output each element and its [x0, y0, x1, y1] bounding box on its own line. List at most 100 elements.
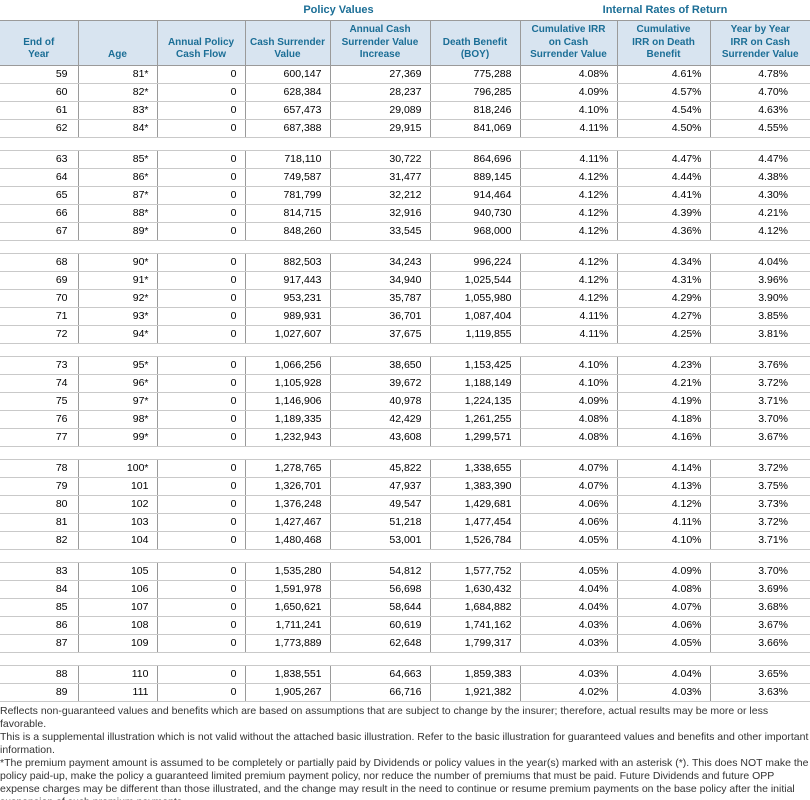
- table-row: 73 95* 0 1,066,256 38,650 1,153,425 4.10% 4.23%…: [0, 356, 810, 375]
- cell-annual-policy-cash-flow: 0: [156, 222, 245, 241]
- cell-cumulative-irr-death-benefit: 4.09%: [616, 562, 710, 581]
- group-separator-cell: [0, 549, 810, 563]
- cell-cash-surrender-value: 628,384: [244, 83, 330, 102]
- cell-age: 86*: [77, 168, 157, 187]
- cell-cumulative-irr-death-benefit: 4.34%: [616, 253, 710, 272]
- cell-cumulative-irr-csv: 4.07%: [519, 459, 617, 478]
- col-header-death-benefit-boy: Death Benefit (BOY): [429, 20, 520, 66]
- table-row: 86 108 0 1,711,241 60,619 1,741,162 4.03% 4.06%…: [0, 616, 810, 635]
- cell-year-by-year-irr-csv: 3.85%: [709, 307, 810, 326]
- cell-annual-csv-increase: 66,716: [329, 683, 430, 702]
- cell-cumulative-irr-death-benefit: 4.11%: [616, 513, 710, 532]
- cell-annual-policy-cash-flow: 0: [156, 562, 245, 581]
- cell-annual-csv-increase: 60,619: [329, 616, 430, 635]
- cell-year-by-year-irr-csv: 4.21%: [709, 204, 810, 223]
- cell-death-benefit-boy: 841,069: [429, 119, 520, 138]
- cell-cumulative-irr-csv: 4.10%: [519, 374, 617, 393]
- table-row: 78 100* 0 1,278,765 45,822 1,338,655 4.07% 4.14…: [0, 459, 810, 478]
- table-group-titles: Policy Values Internal Rates of Return: [0, 0, 810, 20]
- cell-annual-csv-increase: 37,675: [329, 325, 430, 344]
- cell-cumulative-irr-death-benefit: 4.50%: [616, 119, 710, 138]
- cell-cumulative-irr-csv: 4.11%: [519, 119, 617, 138]
- cell-annual-policy-cash-flow: 0: [156, 325, 245, 344]
- cell-cash-surrender-value: 1,650,621: [244, 598, 330, 617]
- cell-age: 82*: [77, 83, 157, 102]
- cell-cumulative-irr-death-benefit: 4.14%: [616, 459, 710, 478]
- cell-end-of-year: 80: [0, 495, 78, 514]
- cell-age: 101: [77, 477, 157, 496]
- cell-cash-surrender-value: 989,931: [244, 307, 330, 326]
- cell-annual-policy-cash-flow: 0: [156, 119, 245, 138]
- cell-annual-csv-increase: 42,429: [329, 410, 430, 429]
- cell-cash-surrender-value: 781,799: [244, 186, 330, 205]
- cell-end-of-year: 65: [0, 186, 78, 205]
- cell-death-benefit-boy: 1,577,752: [429, 562, 520, 581]
- cell-cumulative-irr-death-benefit: 4.41%: [616, 186, 710, 205]
- table-row: 60 82* 0 628,384 28,237 796,285 4.09% 4.57% 4.70…: [0, 83, 810, 102]
- cell-cumulative-irr-csv: 4.03%: [519, 634, 617, 653]
- cell-annual-policy-cash-flow: 0: [156, 83, 245, 102]
- cell-cumulative-irr-csv: 4.12%: [519, 204, 617, 223]
- cell-age: 110: [77, 665, 157, 684]
- cell-cash-surrender-value: 718,110: [244, 150, 330, 169]
- policy-values-table: End of Year Age Annual Policy Cash Flow …: [0, 20, 810, 702]
- table-row: 63 85* 0 718,110 30,722 864,696 4.11% 4.47% 4.47…: [0, 150, 810, 169]
- cell-annual-csv-increase: 43,608: [329, 428, 430, 447]
- cell-annual-csv-increase: 58,644: [329, 598, 430, 617]
- cell-year-by-year-irr-csv: 4.78%: [709, 65, 810, 84]
- cell-death-benefit-boy: 1,526,784: [429, 531, 520, 550]
- cell-cumulative-irr-death-benefit: 4.21%: [616, 374, 710, 393]
- cell-year-by-year-irr-csv: 3.72%: [709, 513, 810, 532]
- cell-death-benefit-boy: 1,630,432: [429, 580, 520, 599]
- cell-cumulative-irr-csv: 4.09%: [519, 83, 617, 102]
- cell-cumulative-irr-death-benefit: 4.57%: [616, 83, 710, 102]
- internal-rates-of-return-title: Internal Rates of Return: [602, 4, 728, 16]
- cell-cumulative-irr-csv: 4.02%: [519, 683, 617, 702]
- cell-cumulative-irr-csv: 4.12%: [519, 289, 617, 308]
- cell-annual-policy-cash-flow: 0: [156, 101, 245, 120]
- cell-year-by-year-irr-csv: 3.72%: [709, 459, 810, 478]
- cell-end-of-year: 81: [0, 513, 78, 532]
- cell-end-of-year: 73: [0, 356, 78, 375]
- cell-year-by-year-irr-csv: 4.63%: [709, 101, 810, 120]
- cell-end-of-year: 61: [0, 101, 78, 120]
- cell-cumulative-irr-csv: 4.12%: [519, 222, 617, 241]
- cell-cumulative-irr-death-benefit: 4.25%: [616, 325, 710, 344]
- cell-end-of-year: 66: [0, 204, 78, 223]
- cell-cumulative-irr-death-benefit: 4.61%: [616, 65, 710, 84]
- cell-annual-csv-increase: 39,672: [329, 374, 430, 393]
- group-separator-row: [0, 446, 810, 460]
- cell-cash-surrender-value: 882,503: [244, 253, 330, 272]
- footnote-supplemental: This is a supplemental illustration whic…: [0, 730, 809, 756]
- cell-annual-csv-increase: 40,978: [329, 392, 430, 411]
- cell-end-of-year: 76: [0, 410, 78, 429]
- cell-year-by-year-irr-csv: 3.70%: [709, 562, 810, 581]
- cell-year-by-year-irr-csv: 3.65%: [709, 665, 810, 684]
- cell-cash-surrender-value: 1,326,701: [244, 477, 330, 496]
- table-row: 83 105 0 1,535,280 54,812 1,577,752 4.05% 4.09%…: [0, 562, 810, 581]
- cell-cumulative-irr-csv: 4.10%: [519, 356, 617, 375]
- cell-age: 96*: [77, 374, 157, 393]
- cell-cumulative-irr-death-benefit: 4.10%: [616, 531, 710, 550]
- header-row: End of Year Age Annual Policy Cash Flow …: [0, 20, 810, 66]
- cell-year-by-year-irr-csv: 4.38%: [709, 168, 810, 187]
- cell-age: 103: [77, 513, 157, 532]
- cell-annual-policy-cash-flow: 0: [156, 495, 245, 514]
- cell-end-of-year: 67: [0, 222, 78, 241]
- cell-annual-csv-increase: 53,001: [329, 531, 430, 550]
- cell-year-by-year-irr-csv: 4.55%: [709, 119, 810, 138]
- cell-cash-surrender-value: 1,905,267: [244, 683, 330, 702]
- cell-death-benefit-boy: 914,464: [429, 186, 520, 205]
- cell-cash-surrender-value: 1,427,467: [244, 513, 330, 532]
- cell-age: 111: [77, 683, 157, 702]
- cell-annual-policy-cash-flow: 0: [156, 598, 245, 617]
- cell-year-by-year-irr-csv: 3.73%: [709, 495, 810, 514]
- cell-cumulative-irr-csv: 4.03%: [519, 665, 617, 684]
- cell-end-of-year: 83: [0, 562, 78, 581]
- cell-cumulative-irr-death-benefit: 4.44%: [616, 168, 710, 187]
- cell-annual-policy-cash-flow: 0: [156, 374, 245, 393]
- group-separator-cell: [0, 240, 810, 254]
- cell-death-benefit-boy: 940,730: [429, 204, 520, 223]
- cell-annual-policy-cash-flow: 0: [156, 392, 245, 411]
- footnote-non-guaranteed: Reflects non-guaranteed values and benef…: [0, 704, 769, 730]
